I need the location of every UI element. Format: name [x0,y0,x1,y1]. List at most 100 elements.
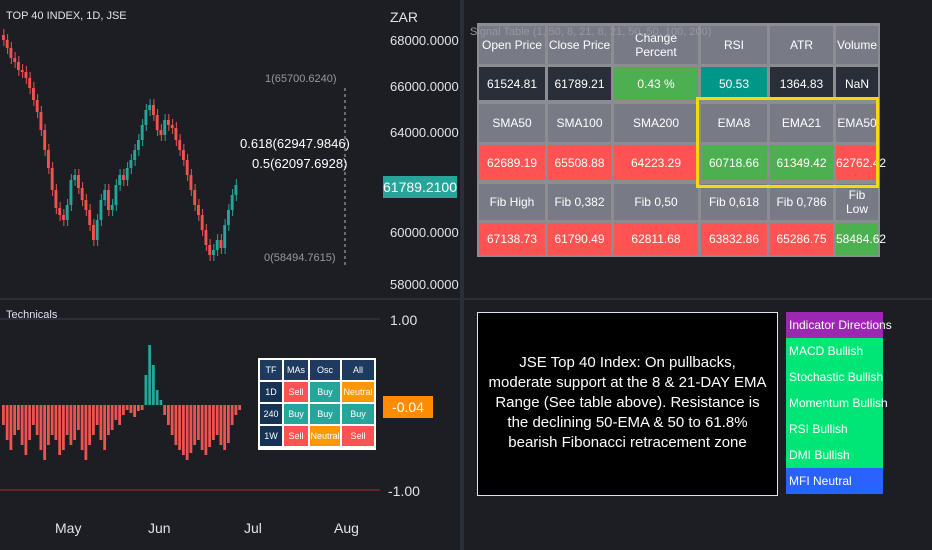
pane-divider-vertical[interactable] [460,0,464,550]
technicals-bar [159,400,163,405]
technicals-bar [197,405,200,440]
fib-label-618: 0.618(62947.9846) [240,136,350,151]
candle-body [54,190,58,208]
timeframe-cell: MAs [284,360,308,380]
technicals-bar [107,405,110,435]
technicals-bar [114,405,118,420]
technicals-title: Technicals [6,309,58,321]
candle-body [178,140,182,150]
candle-body [197,205,200,215]
candle-body [208,245,212,255]
timeframe-cell: Neutral [342,382,374,402]
signal-cell-text: 61524.81 [486,76,538,91]
signal-cell-text: EMA50 [837,116,877,130]
signal-cell-text: EMA21 [781,116,822,130]
signal-cell-text: 62811.68 [631,232,681,246]
signal-value-cell: 61524.81 [479,67,545,100]
technicals-bar [163,405,167,415]
candle-body [69,180,73,205]
candle-body [219,240,223,248]
timeframe-cell: 1D [260,382,282,402]
signal-cell-text: Fib 0,50 [634,195,678,209]
signal-cell-text: Fib Low [845,188,868,216]
signal-value-cell: 61349.42 [770,145,833,180]
signal-cell-text: Fib 0,786 [776,195,827,209]
technicals-bar [137,405,140,411]
technicals-bar [208,405,212,447]
timeframe-table: TF MAs Osc All 1D Sell Buy Neutral 240 Buy Buy Buy 1… [258,358,376,450]
timeframe-cell: Neutral [310,426,340,446]
candle-body [50,168,54,190]
direction-item: MFI Neutral [786,468,883,494]
technicals-bar [152,365,155,405]
candle-body [5,40,9,48]
signal-header-cell: Fib 0,382 [548,184,611,220]
timeframe-cell: Buy [310,404,340,424]
candle-body [13,58,17,62]
candle-body [189,175,193,190]
direction-item: Stochastic Bullish [786,364,883,390]
timeframe-cell: TF [260,360,282,380]
signal-header-cell: Fib 0,786 [770,184,833,220]
timeframe-cell-text: MAs [287,365,305,375]
signal-value-cell: 1364.83 [770,67,833,100]
price-axis-tick: 68000.0000 [390,33,459,48]
candle-body [103,190,107,200]
signal-header-cell: ATR [770,26,833,64]
timeframe-cell-text: TF [265,365,277,375]
candle-body [125,168,129,180]
signal-cell-text: 61790.49 [554,232,605,246]
signal-cell-text: ATR [789,38,814,52]
candle-body [24,72,28,78]
technicals-bar [88,405,92,445]
signal-cell-text: 1364.83 [779,76,824,91]
technicals-bar [133,405,137,417]
technicals-bar [200,405,204,450]
price-chart[interactable]: 1(65700.6240) 0.618(62947.9846) 0.5(6209… [0,0,460,298]
indicator-directions-header: Indicator Directions [786,312,892,338]
candle-body [129,160,133,168]
timeframe-cell-text: Buy [317,409,333,419]
fib-label-50: 0.5(62097.6928) [252,156,347,171]
pane-divider-horizontal[interactable] [0,298,932,300]
candle-body [227,210,230,225]
technicals-axis-max: 1.00 [390,312,417,328]
technicals-value-tag: -0.04 [383,396,433,418]
signal-header-cell: Change Percent [614,26,698,64]
signal-cell-text: RSI [723,38,744,52]
candle-body [77,175,80,188]
technicals-bar [39,405,43,450]
candle-body [28,78,32,88]
signal-value-cell: 62689.19 [479,145,545,180]
technicals-bar [140,405,144,410]
signal-header-cell: Open Price [479,26,545,64]
signal-cell-text: 50.53 [718,76,750,91]
technicals-bar [223,405,227,450]
technicals-bar [178,405,182,450]
candle-body [84,200,88,210]
fib-label-1: 1(65700.6240) [265,73,337,85]
signal-header-cell: Fib High [479,184,545,220]
technicals-chart[interactable]: 1.00 -1.00 [0,300,460,515]
technicals-bar [129,405,133,413]
candle-body [35,100,39,112]
technicals-bar [238,405,242,410]
technicals-bar [47,405,50,445]
candle-body [58,208,62,215]
technicals-bar [125,405,129,410]
candle-body [39,112,43,130]
candle-body [167,120,170,125]
technicals-bar [20,405,24,445]
signal-cell-text: 65286.75 [776,232,827,246]
candle-body [144,110,148,125]
technicals-bar [219,405,223,445]
signal-cell-text: 62689.19 [486,155,538,170]
technicals-bar [118,405,122,425]
candle-body [107,190,110,210]
candle-body [185,160,189,175]
technicals-bar [9,405,13,450]
technicals-bar [17,405,20,430]
technicals-bar [5,405,9,440]
fib-label-0: 0(58494.7615) [264,252,336,264]
timeframe-cell: All [342,360,374,380]
